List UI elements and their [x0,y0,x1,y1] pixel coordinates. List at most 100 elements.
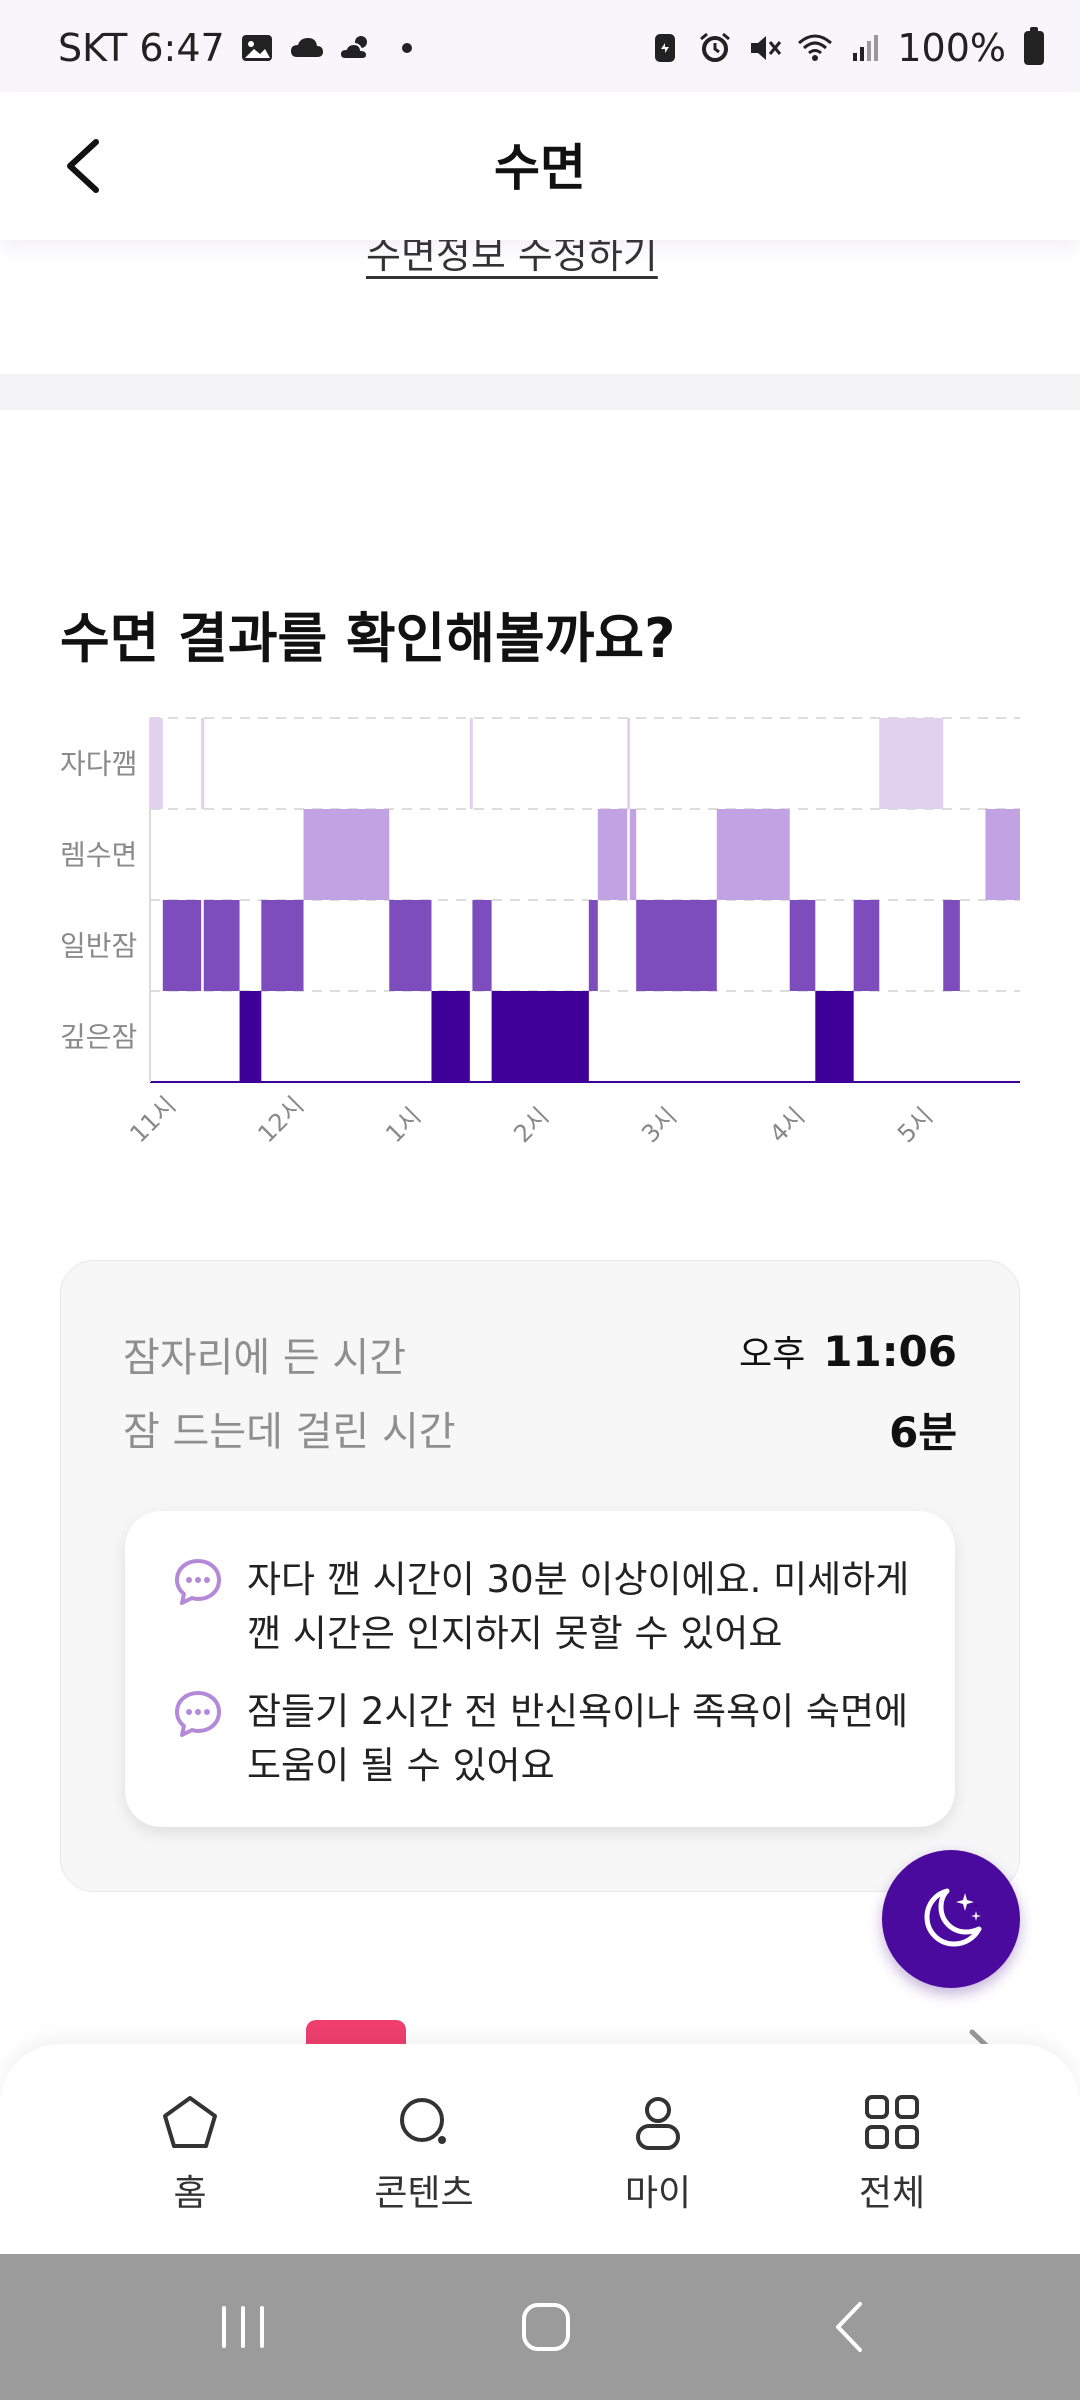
tip-line: 도움이 될 수 있어요 [247,1744,555,1787]
system-back-button[interactable] [814,2294,884,2360]
bottom-nav: 홈 콘텐츠 마이 전체 [0,2044,1080,2254]
sleep-mode-fab[interactable] [882,1850,1020,1988]
sleep-stage-segment [716,809,790,900]
tip-item: 잠들기 2시간 전 반신욕이나 족욕이 숙면에 도움이 될 수 있어요 [171,1685,915,1793]
sleep-stage-segment [201,718,205,809]
system-nav-bar [0,2254,1080,2400]
sleep-stage-segment [203,900,240,991]
tip-line: 깬 시간은 인지하지 못할 수 있어요 [247,1612,783,1655]
notification-dot-icon [389,31,425,65]
recent-apps-button[interactable] [208,2294,278,2360]
sleep-result-title: 수면 결과를 확인해볼까요? [60,607,676,670]
home-button[interactable] [511,2294,581,2360]
sleep-stage-segment [303,809,390,900]
x-tick-label: 12시 [252,1091,309,1148]
sleep-stage-segment [491,991,589,1082]
sleep-stage-segment [789,900,816,991]
battery-percent: 100% [897,26,1006,70]
x-tick-label: 5시 [892,1102,938,1148]
y-tick-label: 깊은잠 [60,1021,137,1054]
sleep-stage-segment [853,900,880,991]
y-tick-label: 일반잠 [60,930,137,963]
sleep-stage-segment [162,900,202,991]
tip-line: 잠들기 2시간 전 반신욕이나 족욕이 숙면에 [247,1690,909,1733]
bedtime-value: 11:06 [823,1327,957,1376]
sleep-stage-segment [431,991,470,1082]
moon-stars-icon [924,1888,982,1947]
x-tick-label: 4시 [764,1102,810,1148]
chevron-left-icon [67,139,99,193]
latency-value: 6분 [889,1408,957,1457]
latency-label: 잠 드는데 걸린 시간 [123,1409,456,1455]
y-tick-label: 렘수면 [60,839,137,872]
nav-label: 전체 [858,2173,926,2214]
nav-label: 홈 [173,2173,207,2214]
home-circle-icon [522,2303,570,2351]
sleep-stage-segment [239,991,262,1082]
sleep-stage-segment [629,809,637,900]
nav-item-all[interactable]: 전체 [812,2092,972,2216]
nav-item-content[interactable]: 콘텐츠 [344,2092,504,2216]
recent-apps-icon [222,2306,264,2348]
wifi-icon [797,31,833,65]
nav-item-my[interactable]: 마이 [578,2092,738,2216]
sleep-stage-segment [627,718,631,809]
carrier-time: SKT 6:47 [58,26,225,70]
sleep-summary-card: 잠자리에 든 시간 오후 11:06 잠 드는데 걸린 시간 6분 자다 깬 시간… [60,1260,1020,1892]
back-arrow-icon [836,2302,862,2352]
x-tick-label: 11시 [124,1091,181,1148]
grid-icon [862,2092,922,2152]
edit-sleep-info-link[interactable]: 수면정보 수정하기 [366,233,658,277]
nav-item-home[interactable]: 홈 [110,2092,270,2216]
nav-label: 콘텐츠 [374,2173,474,2214]
bedtime-value-wrap: 오후 11:06 [739,1325,957,1377]
sleep-stage-segment [469,718,473,809]
tip-text: 잠들기 2시간 전 반신욕이나 족욕이 숙면에 도움이 될 수 있어요 [247,1685,908,1793]
chat-bubble-icon [171,1555,225,1609]
alarm-icon [697,31,733,65]
chat-bubble-icon [171,1687,225,1741]
sleep-stage-segment [472,900,492,991]
sleep-tips-box: 자다 깬 시간이 30분 이상이에요. 미세하게 깬 시간은 인지하지 못할 수… [125,1511,955,1827]
latency-row: 잠 드는데 걸린 시간 6분 [123,1399,957,1459]
person-icon [628,2092,688,2152]
x-tick-label: 2시 [508,1102,554,1148]
sleep-stage-segment [985,809,1020,900]
nav-label: 마이 [624,2173,692,2214]
tip-text: 자다 깬 시간이 30분 이상이에요. 미세하게 깬 시간은 인지하지 못할 수… [247,1553,909,1661]
sleep-stage-segment [261,900,304,991]
sleep-stage-segment [815,991,854,1082]
bedtime-label: 잠자리에 든 시간 [123,1335,407,1381]
mute-icon [747,31,783,65]
sleep-stage-segment [588,900,598,991]
x-tick-label: 1시 [380,1102,426,1148]
search-icon [394,2092,454,2152]
app-header: 수면 [0,92,1080,240]
signal-icon [847,31,883,65]
sleep-stage-segment [597,809,628,900]
y-tick-label: 자다깸 [60,748,137,781]
status-right: 100% [647,26,1044,70]
back-button[interactable] [58,128,110,204]
sleep-stage-segment [636,900,717,991]
home-icon [160,2092,220,2152]
section-divider [0,374,1080,410]
x-tick-label: 3시 [636,1102,682,1148]
tip-item: 자다 깬 시간이 30분 이상이에요. 미세하게 깬 시간은 인지하지 못할 수… [171,1553,915,1661]
image-icon [239,31,275,65]
sleep-stage-segment [150,718,163,809]
sleep-stage-segment [943,900,960,991]
sleep-stage-segment [389,900,432,991]
tip-line: 자다 깬 시간이 30분 이상이에요. 미세하게 [247,1558,910,1601]
status-left: SKT 6:47 [58,26,425,70]
weather-icon [338,31,375,65]
cloud-icon [289,31,325,65]
status-bar: SKT 6:47 [0,0,1080,92]
page-title: 수면 [494,139,586,197]
sleep-stage-segment [879,718,944,809]
bedtime-row: 잠자리에 든 시간 오후 11:06 [123,1325,957,1385]
battery-icon [1024,27,1044,65]
